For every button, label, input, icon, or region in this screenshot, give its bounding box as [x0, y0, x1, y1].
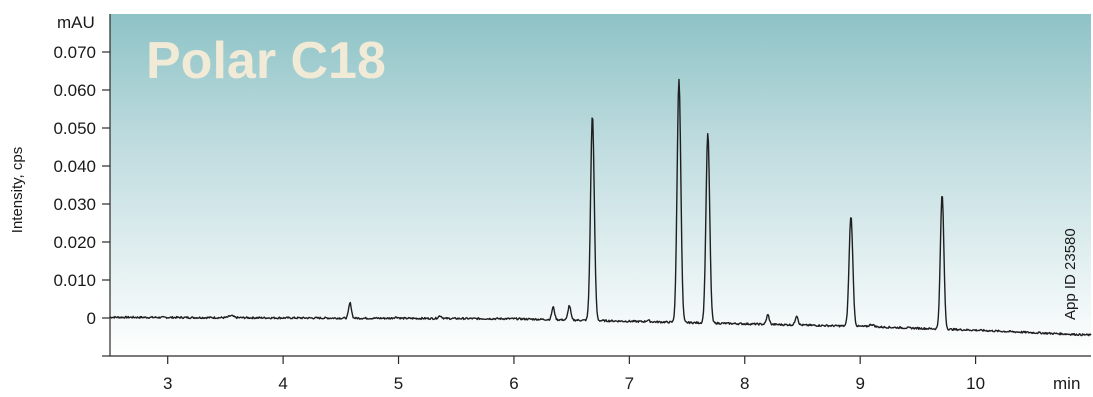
y-tick-label: 0.020 [53, 233, 96, 252]
panel-label: Polar C18 [146, 32, 386, 90]
x-tick-label: 10 [966, 374, 985, 393]
x-tick-label: 3 [163, 374, 172, 393]
x-tick-label: 5 [394, 374, 403, 393]
y-tick-label: 0 [87, 309, 96, 328]
y-tick-label: 0.050 [53, 119, 96, 138]
x-tick-label: 4 [278, 374, 287, 393]
x-tick-label: 9 [855, 374, 864, 393]
y-tick-label: 0.040 [53, 157, 96, 176]
x-axis: 3 4 5 6 7 8 9 10 [163, 356, 985, 393]
chromatogram-trace [109, 78, 1092, 337]
x-tick-label: 8 [740, 374, 749, 393]
y-tick-label: 0.070 [53, 43, 96, 62]
y-unit-label: mAU [57, 13, 95, 32]
app-id-annotation: App ID 23580 [1062, 228, 1079, 320]
y-axis: 0 0.010 0.020 0.030 0.040 0.050 0.060 0.070 [53, 43, 110, 357]
x-tick-label: 6 [509, 374, 518, 393]
y-tick-label: 0.010 [53, 271, 96, 290]
x-tick-label: 7 [625, 374, 634, 393]
x-unit-label: min [1053, 374, 1080, 393]
y-axis-title: Intensity, cps [9, 147, 26, 233]
y-tick-label: 0.030 [53, 195, 96, 214]
y-tick-label: 0.060 [53, 81, 96, 100]
plot-background [110, 14, 1091, 356]
